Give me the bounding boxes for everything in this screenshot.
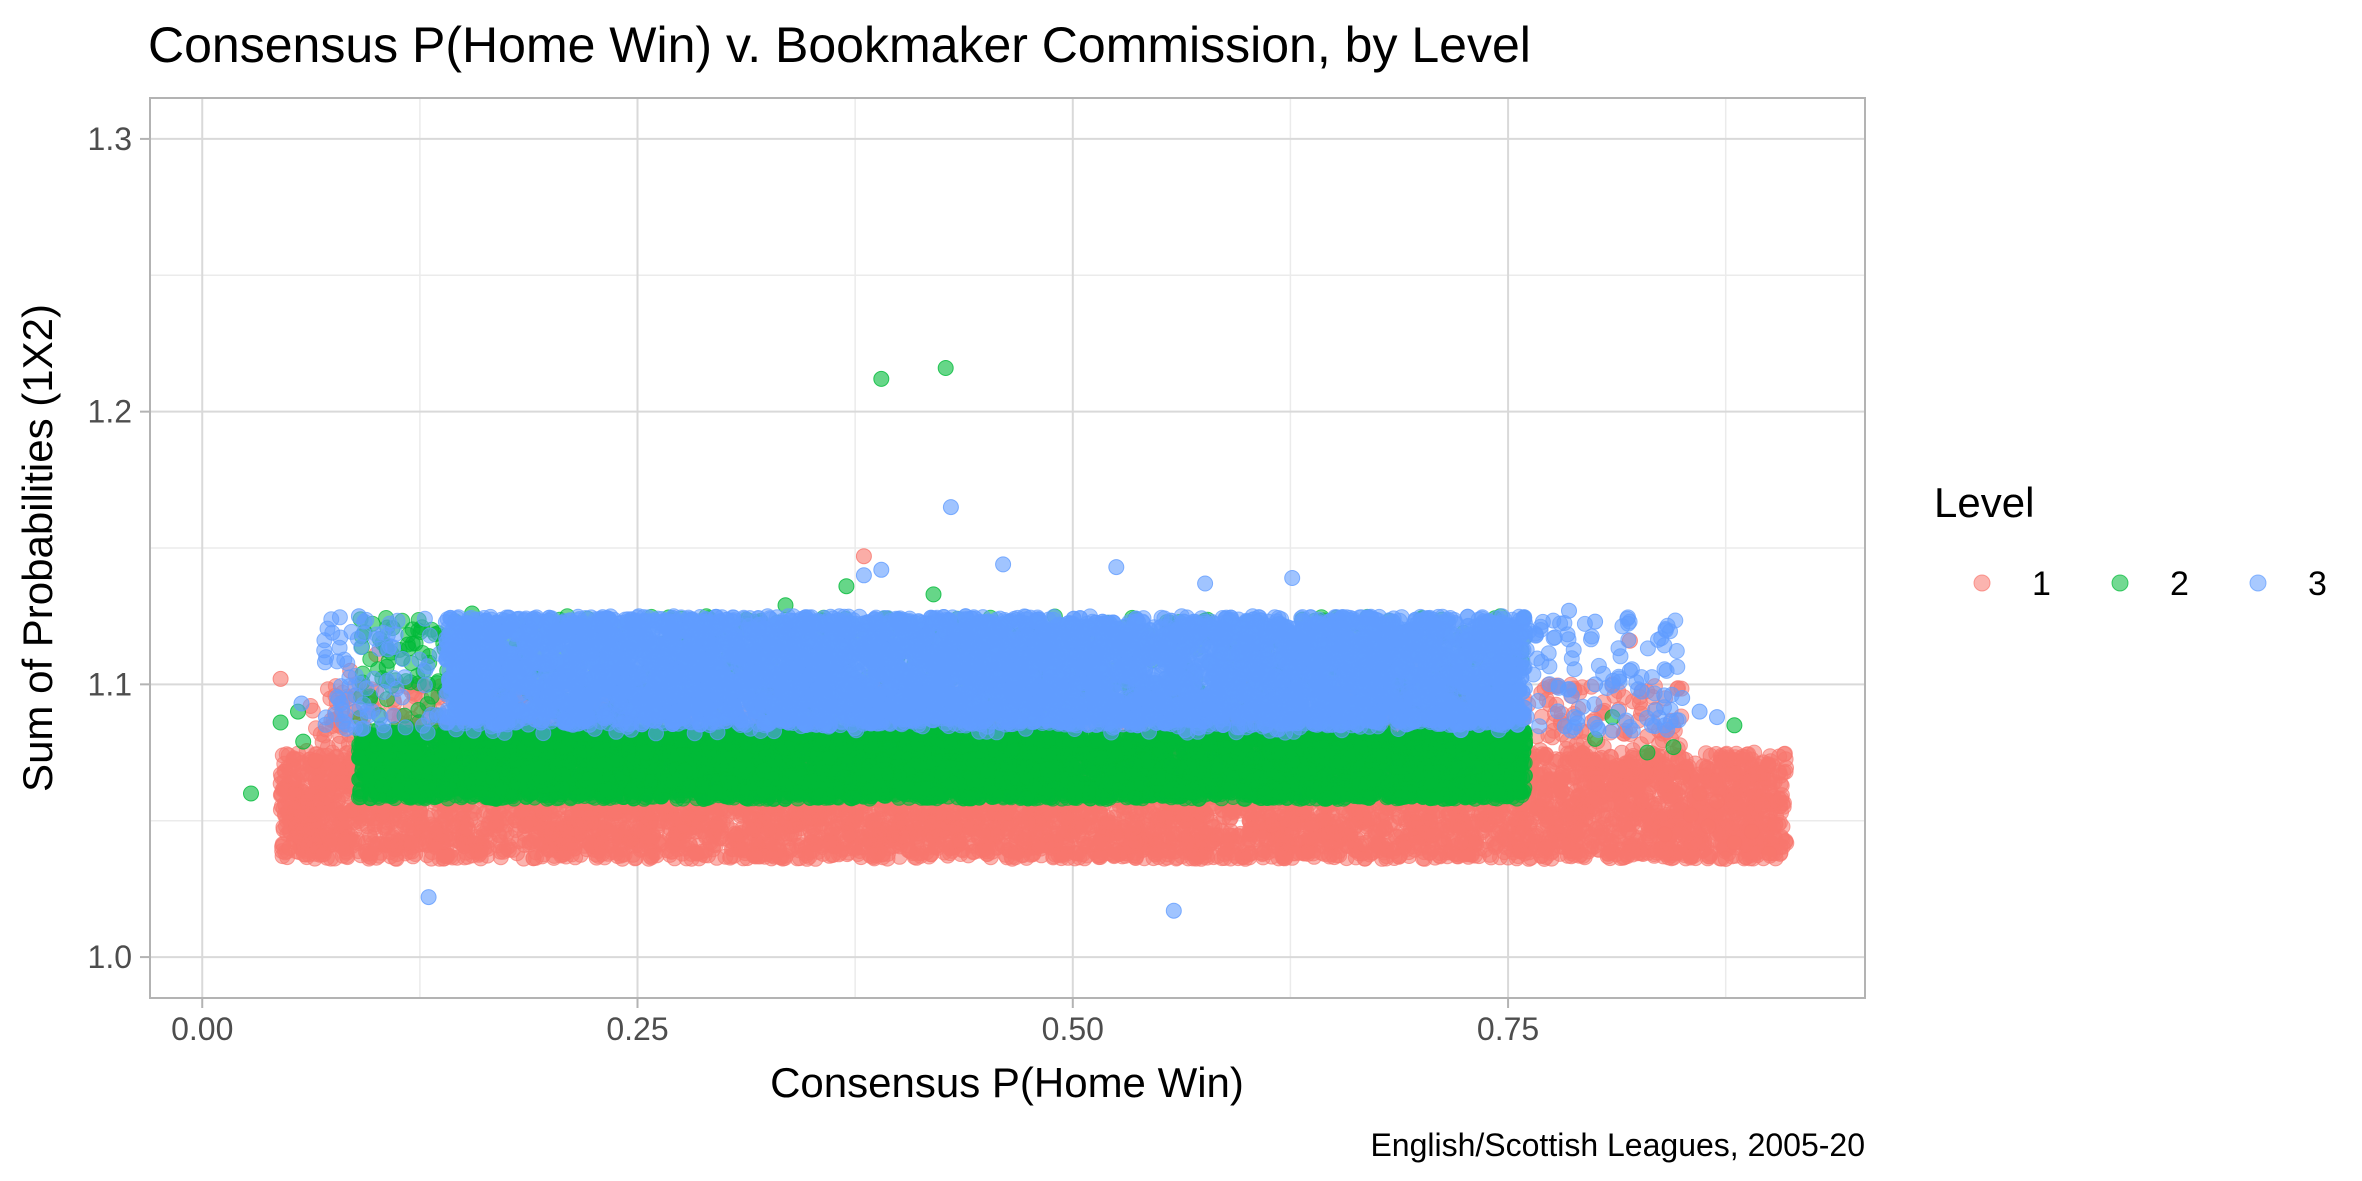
plot-panel (149, 97, 1866, 999)
chart-title: Consensus P(Home Win) v. Bookmaker Commi… (148, 17, 1531, 73)
data-point (503, 830, 519, 846)
data-point (517, 832, 534, 849)
minor-gridlines (150, 98, 1865, 998)
data-points (243, 360, 1795, 919)
data-point (1698, 745, 1714, 762)
